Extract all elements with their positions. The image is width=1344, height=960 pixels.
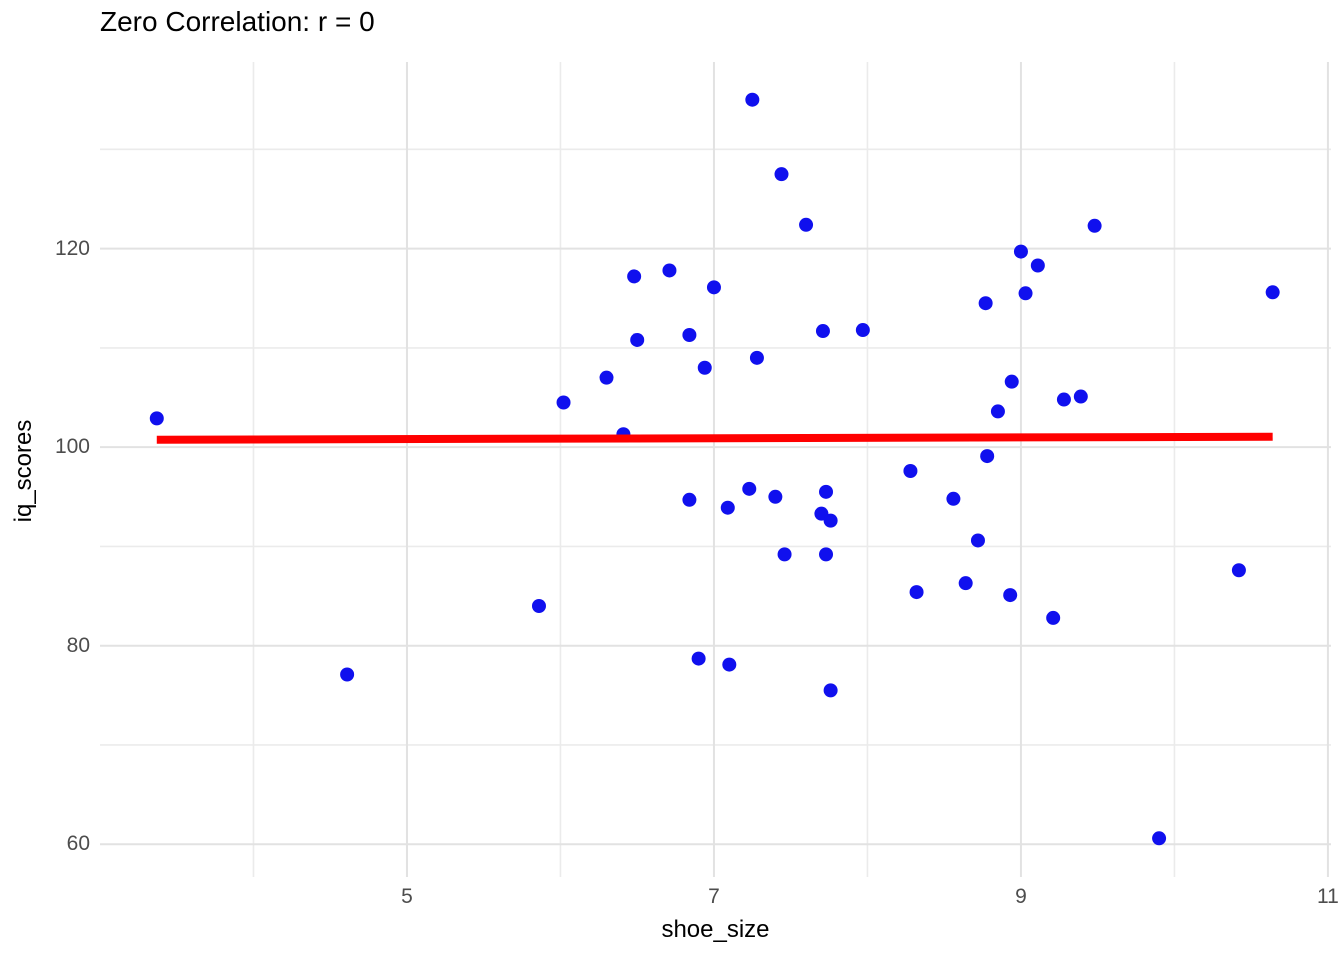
data-point — [774, 167, 789, 182]
data-point — [1231, 563, 1246, 578]
plot-panel — [100, 62, 1331, 877]
data-point — [777, 547, 792, 562]
data-point — [946, 491, 961, 506]
x-tick-label: 7 — [708, 885, 720, 908]
data-point — [815, 324, 830, 339]
data-point — [958, 576, 973, 591]
x-axis-title: shoe_size — [661, 916, 770, 943]
data-point — [682, 327, 697, 342]
data-point — [630, 332, 645, 347]
data-point — [903, 463, 918, 478]
x-tick-label: 9 — [1015, 885, 1027, 908]
data-point — [1013, 244, 1028, 259]
data-point — [706, 280, 721, 295]
data-point — [1152, 831, 1167, 846]
data-point — [1030, 258, 1045, 273]
data-point — [1073, 389, 1088, 404]
data-point — [978, 296, 993, 311]
y-tick-label: 60 — [66, 832, 90, 856]
data-point — [599, 370, 614, 385]
data-point — [340, 667, 355, 682]
data-point — [768, 489, 783, 504]
data-point — [627, 269, 642, 284]
data-point — [823, 683, 838, 698]
data-point — [1018, 286, 1033, 301]
x-tick-label: 11 — [1317, 885, 1339, 908]
chart-title: Zero Correlation: r = 0 — [100, 6, 375, 37]
data-point — [970, 533, 985, 548]
regression-line — [156, 432, 1273, 444]
data-point — [697, 360, 712, 375]
data-point — [990, 404, 1005, 419]
data-point — [149, 411, 164, 426]
data-point — [1046, 610, 1061, 625]
data-point — [855, 323, 870, 338]
data-point — [531, 598, 546, 613]
data-point — [1056, 392, 1071, 407]
data-point — [1265, 285, 1280, 300]
y-axis-title: iq_scores — [10, 419, 37, 523]
data-point — [662, 263, 677, 278]
data-point — [1003, 588, 1018, 603]
y-tick-label: 100 — [54, 435, 90, 459]
data-point — [819, 484, 834, 499]
data-point — [720, 500, 735, 515]
data-point — [691, 651, 706, 666]
data-point — [819, 547, 834, 562]
data-point — [682, 492, 697, 507]
data-point — [749, 350, 764, 365]
data-point — [980, 449, 995, 464]
data-point — [1087, 218, 1102, 233]
y-tick-label: 120 — [54, 236, 90, 260]
data-point — [745, 92, 760, 107]
y-tick-label: 80 — [66, 633, 90, 657]
data-point — [799, 217, 814, 232]
data-point — [722, 657, 737, 672]
data-point — [742, 481, 757, 496]
data-point — [823, 513, 838, 528]
data-point — [556, 395, 571, 410]
data-point — [909, 585, 924, 600]
x-tick-label: 5 — [401, 885, 413, 908]
data-point — [1004, 374, 1019, 389]
